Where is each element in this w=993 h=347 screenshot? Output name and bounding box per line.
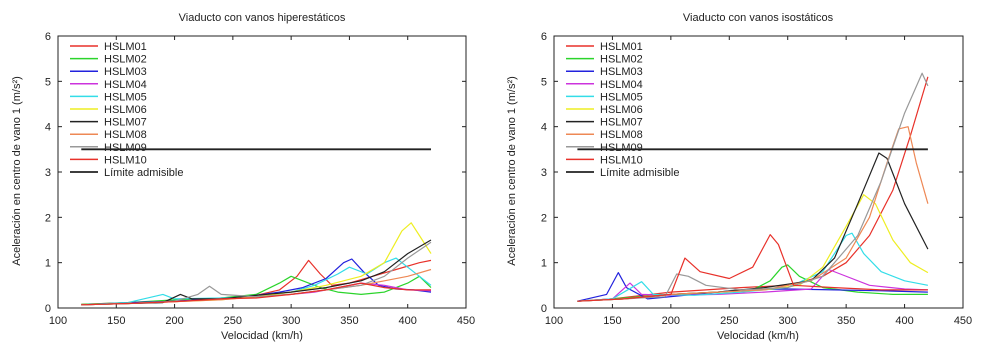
y-tick-label: 5 <box>541 76 547 88</box>
x-tick-label: 350 <box>340 315 358 327</box>
y-tick-label: 5 <box>45 76 51 88</box>
x-tick-label: 400 <box>399 315 417 327</box>
legend-label-hslm04: HSLM04 <box>600 79 643 91</box>
x-axis-label: Velocidad (km/h) <box>717 330 799 342</box>
x-tick-label: 100 <box>49 315 67 327</box>
series-line-hslm10 <box>577 234 928 302</box>
series-line-hslm05 <box>577 232 929 302</box>
legend-label-l-mite-admisible: Límite admisible <box>104 167 183 179</box>
legend-label-hslm06: HSLM06 <box>600 104 643 116</box>
y-tick-label: 4 <box>45 122 51 134</box>
legend-label-hslm05: HSLM05 <box>600 91 643 103</box>
legend-label-hslm03: HSLM03 <box>600 66 643 78</box>
x-tick-label: 300 <box>282 315 300 327</box>
legend-label-hslm08: HSLM08 <box>600 129 643 141</box>
x-tick-label: 350 <box>837 315 855 327</box>
legend-label-hslm02: HSLM02 <box>600 54 643 66</box>
x-tick-label: 150 <box>107 315 125 327</box>
series-line-hslm07 <box>81 239 432 306</box>
y-tick-label: 2 <box>541 212 547 224</box>
y-tick-label: 1 <box>45 258 51 270</box>
y-tick-label: 0 <box>541 303 547 315</box>
legend-label-hslm01: HSLM01 <box>104 41 147 53</box>
legend-label-hslm09: HSLM09 <box>104 142 147 154</box>
legend-label-hslm06: HSLM06 <box>104 104 147 116</box>
series-line-hslm09 <box>577 72 929 302</box>
legend-label-hslm09: HSLM09 <box>600 142 643 154</box>
legend-label-l-mite-admisible: Límite admisible <box>600 167 679 179</box>
series-line-hslm06 <box>577 194 929 302</box>
y-tick-label: 6 <box>45 31 51 43</box>
chart-isostaticos: Viaducto con vanos isostáticos Velocidad… <box>506 12 972 342</box>
y-tick-label: 1 <box>541 258 547 270</box>
legend-label-hslm03: HSLM03 <box>104 66 147 78</box>
legend-label-hslm10: HSLM10 <box>104 154 147 166</box>
x-tick-label: 200 <box>165 315 183 327</box>
chart-title: Viaducto con vanos hiperestáticos <box>179 12 346 24</box>
legend-label-hslm07: HSLM07 <box>600 117 643 129</box>
series-line-hslm10 <box>81 282 431 306</box>
chart-title: Viaducto con vanos isostáticos <box>683 12 834 24</box>
x-tick-label: 450 <box>457 315 475 327</box>
legend-label-hslm10: HSLM10 <box>600 154 643 166</box>
y-axis-label: Aceleración en centro de vano 1 (m/s²) <box>506 76 518 266</box>
x-tick-label: 250 <box>224 315 242 327</box>
x-tick-label: 200 <box>662 315 680 327</box>
y-axis-label: Aceleración en centro de vano 1 (m/s²) <box>11 76 23 266</box>
x-tick-label: 100 <box>545 315 563 327</box>
legend-label-hslm05: HSLM05 <box>104 91 147 103</box>
series-line-hslm02 <box>81 275 432 305</box>
x-tick-label: 400 <box>895 315 913 327</box>
chart-panel-isostaticos: Viaducto con vanos isostáticos Velocidad… <box>497 0 993 347</box>
legend-label-hslm04: HSLM04 <box>104 79 147 91</box>
y-tick-label: 6 <box>541 31 547 43</box>
x-tick-label: 150 <box>603 315 621 327</box>
x-tick-label: 300 <box>779 315 797 327</box>
x-tick-label: 450 <box>954 315 972 327</box>
legend-label-hslm07: HSLM07 <box>104 117 147 129</box>
chart-hiperestaticos: Viaducto con vanos hiperestáticos Veloci… <box>11 12 475 342</box>
y-tick-label: 4 <box>541 122 547 134</box>
y-tick-label: 3 <box>45 167 51 179</box>
series-line-hslm04 <box>577 268 928 302</box>
x-tick-label: 250 <box>720 315 738 327</box>
legend-label-hslm08: HSLM08 <box>104 129 147 141</box>
legend-label-hslm02: HSLM02 <box>104 54 147 66</box>
x-axis-label: Velocidad (km/h) <box>221 330 303 342</box>
legend-label-hslm01: HSLM01 <box>600 41 643 53</box>
chart-panel-hiperestaticos: Viaducto con vanos hiperestáticos Veloci… <box>11 12 475 342</box>
y-tick-label: 3 <box>541 167 547 179</box>
plot-area: 100 150 200 250 300 350 400 4500123456HSLM01HSL… <box>45 31 475 327</box>
y-tick-label: 2 <box>45 212 51 224</box>
y-tick-label: 0 <box>45 303 51 315</box>
plot-area: 100 150 200 250 300 350 400 4500123456HSLM01HSL… <box>541 31 972 327</box>
